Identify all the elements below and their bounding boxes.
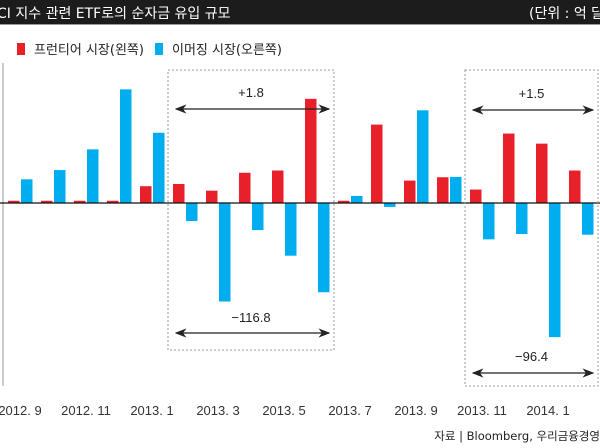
bar-emerging	[351, 195, 363, 203]
bar-emerging	[153, 132, 165, 203]
bar-frontier	[569, 170, 581, 203]
bar-emerging	[549, 203, 561, 338]
bar-emerging	[219, 203, 231, 302]
bar-emerging	[285, 203, 297, 256]
bar-frontier	[206, 190, 218, 203]
bar-emerging	[582, 203, 594, 235]
bar-emerging	[186, 203, 198, 222]
bar-emerging	[87, 149, 99, 203]
x-tick-label: 2013. 3	[196, 403, 239, 418]
bar-emerging	[21, 179, 33, 203]
x-tick-label: 2013. 11	[457, 403, 507, 418]
x-tick-label: 2013. 7	[328, 403, 371, 418]
bar-frontier	[305, 98, 317, 203]
bar-frontier	[107, 200, 119, 203]
bar-emerging	[450, 176, 462, 203]
bar-frontier	[41, 200, 53, 203]
annotation-total: −116.8	[231, 310, 270, 325]
x-tick-label: 2014. 1	[526, 403, 569, 418]
bar-frontier	[8, 200, 20, 203]
bar-frontier	[503, 133, 515, 203]
annotation-total: +1.5	[519, 86, 545, 101]
x-tick-label: 2013. 1	[130, 403, 173, 418]
x-tick-label: 2013. 5	[262, 403, 305, 418]
unit-label: (단위 : 억 달	[529, 6, 600, 22]
bar-emerging	[483, 203, 495, 240]
highlight-box	[167, 69, 335, 351]
bar-frontier	[470, 189, 482, 203]
bar-frontier	[272, 170, 284, 203]
bar-frontier	[404, 180, 416, 203]
legend-label-frontier: 프런티어 시장(왼쪽)	[34, 43, 144, 58]
legend-swatch-emerging	[155, 42, 163, 55]
x-tick-label: 2012. 11	[61, 403, 111, 418]
x-tick-label: 2012. 9	[0, 403, 42, 418]
legend-item-emerging: 이머징 시장(오른쪽)	[155, 39, 282, 58]
bar-frontier	[140, 186, 152, 203]
bar-emerging	[120, 89, 132, 203]
legend-label-emerging: 이머징 시장(오른쪽)	[172, 43, 282, 58]
annotation-total: +1.8	[238, 85, 264, 100]
bar-emerging	[54, 170, 66, 203]
bar-frontier	[371, 124, 383, 203]
bar-emerging	[384, 203, 396, 207]
bar-emerging	[252, 203, 264, 231]
legend-item-frontier: 프런티어 시장(왼쪽)	[17, 39, 144, 58]
legend-swatch-frontier	[17, 42, 25, 55]
bar-frontier	[74, 200, 86, 203]
bar-frontier	[173, 183, 185, 203]
x-tick-label: 2013. 9	[394, 403, 437, 418]
bar-frontier	[239, 172, 251, 203]
highlight-box	[464, 69, 599, 387]
title-bar: CI 지수 관련 ETF로의 순자금 유입 규모 (단위 : 억 달	[0, 0, 600, 25]
bar-frontier	[338, 200, 350, 203]
bar-frontier	[437, 177, 449, 203]
bar-emerging	[318, 203, 330, 293]
bar-emerging	[516, 203, 528, 234]
source-note: 자료 | Bloomberg, 우리금융경영	[434, 429, 600, 443]
bar-frontier	[536, 143, 548, 203]
bar-emerging	[417, 110, 429, 203]
chart-title: CI 지수 관련 ETF로의 순자금 유입 규모	[0, 6, 231, 22]
annotation-total: −96.4	[515, 349, 548, 364]
